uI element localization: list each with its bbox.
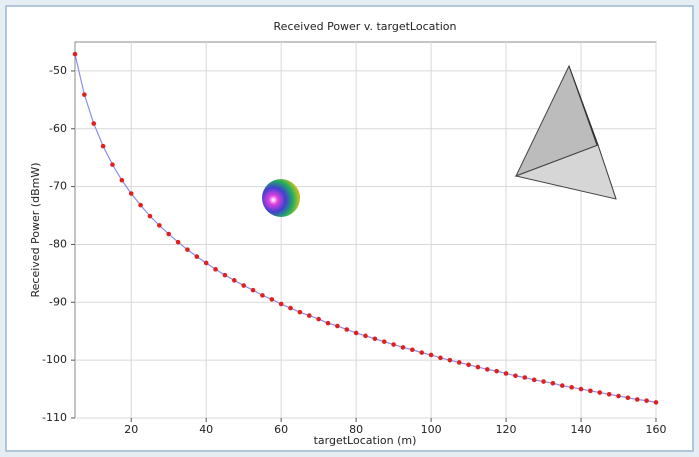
y-tick-label: -100 (42, 353, 67, 366)
data-point (147, 213, 153, 219)
data-point (372, 336, 378, 342)
data-point (531, 377, 537, 383)
data-point (119, 177, 125, 183)
x-tick-label: 140 (571, 423, 592, 436)
data-point (438, 355, 443, 361)
data-point (288, 305, 293, 311)
x-axis-label: targetLocation (m) (314, 434, 417, 447)
y-tick-label: -60 (49, 122, 67, 135)
data-point (494, 368, 499, 374)
data-point (175, 239, 181, 245)
data-point (82, 92, 87, 97)
decor-sphere (262, 179, 300, 217)
data-point (157, 223, 162, 228)
data-point (485, 367, 490, 372)
y-tick-label: -110 (42, 411, 67, 424)
data-point (213, 267, 218, 272)
y-tick-label: -70 (49, 180, 67, 193)
x-tick-label: 20 (124, 423, 138, 436)
data-point (203, 260, 209, 266)
data-point (653, 400, 659, 405)
data-point (100, 143, 106, 149)
data-point (269, 297, 275, 302)
decor-pyramid (514, 64, 617, 200)
data-point (428, 352, 434, 358)
data-point (597, 390, 603, 395)
data-point (503, 371, 509, 376)
data-point (419, 350, 425, 355)
data-point (278, 301, 284, 307)
data-point (400, 345, 406, 350)
data-point (559, 383, 565, 388)
data-point (335, 323, 340, 329)
chart-title: Received Power v. targetLocation (274, 20, 457, 33)
data-point (550, 380, 556, 386)
data-point (185, 247, 190, 252)
data-point (297, 309, 303, 315)
data-point (513, 373, 518, 379)
data-point (456, 360, 462, 365)
data-point (588, 388, 593, 394)
data-point (72, 51, 78, 57)
data-point (250, 287, 256, 293)
data-point (325, 320, 331, 326)
data-point (569, 385, 574, 390)
data-point (447, 357, 453, 363)
y-axis-label: Received Power (dBmW) (29, 162, 42, 297)
data-point (91, 121, 97, 126)
data-point (110, 162, 115, 167)
y-tick-label: -90 (49, 295, 67, 308)
data-point (363, 333, 368, 339)
data-point (644, 398, 649, 403)
data-point (634, 397, 640, 402)
data-point (353, 330, 359, 336)
data-point (166, 231, 172, 237)
data-point (522, 375, 528, 380)
data-point (466, 362, 471, 368)
data-point (616, 393, 621, 399)
data-point (222, 272, 228, 278)
data-point (410, 347, 415, 353)
x-tick-label: 80 (349, 423, 363, 436)
data-point (578, 386, 584, 392)
data-point (606, 391, 612, 397)
data-point (128, 191, 134, 196)
data-point (391, 342, 396, 347)
data-point (232, 278, 237, 283)
data-point (194, 254, 200, 259)
y-tick-label: -80 (49, 237, 67, 250)
data-point (241, 283, 246, 288)
x-tick-label: 40 (199, 423, 213, 436)
data-point (381, 339, 387, 344)
x-tick-label: 100 (421, 423, 442, 436)
data-point (306, 313, 312, 318)
data-point (344, 327, 350, 332)
data-point (625, 395, 631, 401)
x-tick-label: 160 (646, 423, 667, 436)
data-point (138, 202, 143, 208)
data-point (475, 364, 481, 370)
data-point (541, 379, 546, 384)
y-tick-label: -50 (49, 64, 67, 77)
x-tick-label: 60 (274, 423, 288, 436)
x-tick-label: 120 (496, 423, 517, 436)
data-point (316, 316, 321, 322)
data-point (260, 293, 265, 298)
